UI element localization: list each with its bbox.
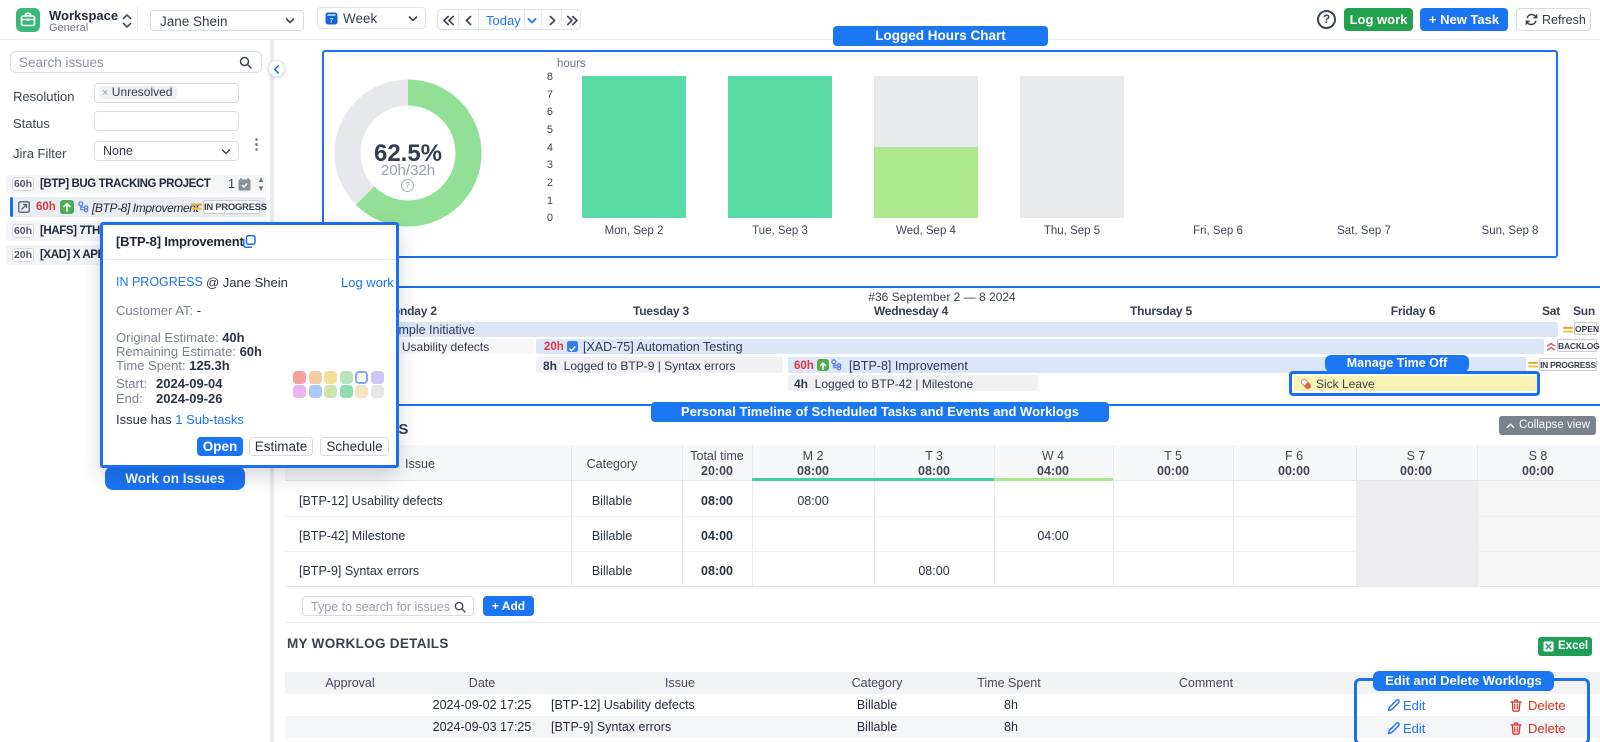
svg-text:7: 7 [330,17,334,24]
